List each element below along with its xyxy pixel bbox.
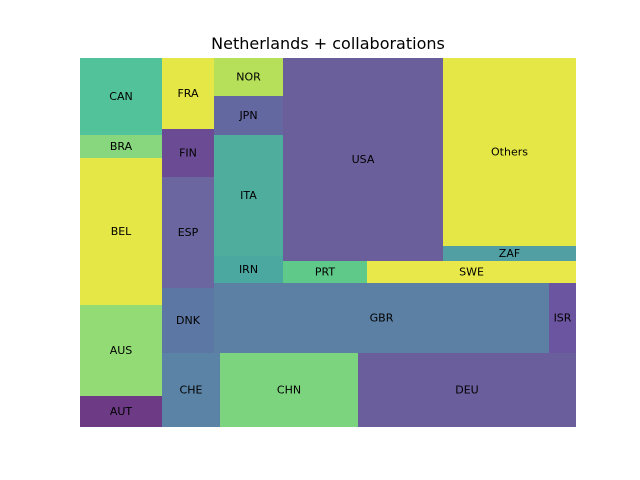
treemap-label-gbr: GBR [370,312,394,325]
treemap-label-zaf: ZAF [499,247,520,260]
treemap-label-ita: ITA [240,189,257,202]
treemap-label-usa: USA [352,153,375,166]
treemap-cell-aus [80,305,162,396]
treemap-label-che: CHE [180,384,203,397]
treemap-label-fra: FRA [177,87,199,100]
treemap-cell-fin [162,129,214,177]
treemap-cell-prt [283,261,367,283]
treemap-label-aus: AUS [110,344,133,357]
treemap-cell-usa [283,58,443,261]
treemap-cell-nor [214,58,283,96]
treemap-label-irn: IRN [239,263,258,276]
treemap-label-others: Others [491,146,528,159]
treemap-cell-aut [80,396,162,427]
treemap-label-bra: BRA [110,140,133,153]
treemap-label-esp: ESP [178,226,199,239]
treemap-cell-bel [80,158,162,305]
treemap-cell-jpn [214,96,283,135]
treemap-label-fin: FIN [179,147,197,160]
treemap-cell-esp [162,177,214,288]
treemap-cell-fra [162,58,214,129]
treemap-label-aut: AUT [110,405,133,418]
treemap-label-deu: DEU [455,384,478,397]
treemap-label-jpn: JPN [238,109,257,122]
treemap-label-isr: ISR [554,312,572,325]
treemap-cell-others [443,58,576,246]
treemap-cell-deu [358,353,576,427]
treemap-cell-dnk [162,288,214,353]
treemap-cell-gbr [214,283,549,353]
treemap-cell-isr [549,283,576,353]
treemap-label-chn: CHN [277,384,301,397]
treemap-cells: CAN BRA BEL AUS AUT FRA FIN ESP DNK CHE NOR JPN ITA I… [80,58,576,427]
treemap-cell-bra [80,135,162,158]
treemap-cell-irn [214,256,283,283]
treemap-label-can: CAN [109,90,132,103]
treemap-cell-can [80,58,162,135]
treemap-cell-swe [367,261,576,283]
treemap-label-prt: PRT [315,266,335,279]
treemap-cell-chn [220,353,358,427]
chart-title: Netherlands + collaborations [211,34,445,53]
treemap-label-dnk: DNK [176,314,201,327]
treemap-label-swe: SWE [459,266,484,279]
treemap-cell-ita [214,135,283,256]
treemap-label-nor: NOR [236,71,261,84]
treemap-label-bel: BEL [111,225,132,238]
treemap-cell-che [162,353,220,427]
treemap-cell-zaf [443,246,576,261]
